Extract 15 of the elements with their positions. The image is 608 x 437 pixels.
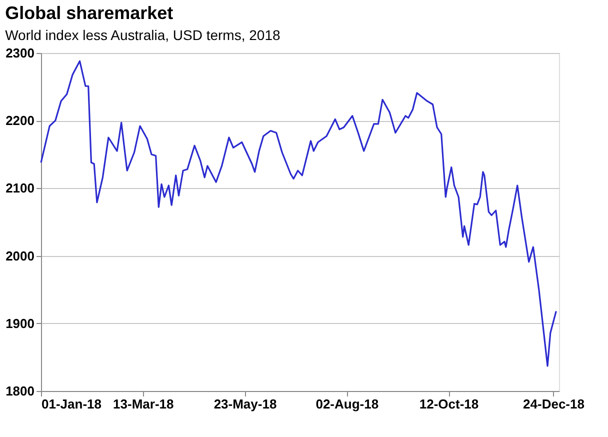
x-tick-label: 02-Aug-18 [316,396,379,412]
x-tick-label: 13-Mar-18 [113,396,174,412]
y-tick-label: 1900 [6,316,34,331]
x-tick-label: 01-Jan-18 [42,396,102,412]
y-tick-label: 2000 [6,248,34,264]
x-tick-label: 23-May-18 [214,396,277,412]
x-tick-label: 24-Dec-18 [523,396,584,412]
y-tick-label: 2300 [6,46,34,60]
chart-title: Global sharemarket [5,3,174,23]
y-tick-label: 2100 [6,180,34,196]
x-tick-label: 12-Oct-18 [419,396,479,412]
y-tick-label: 1800 [6,384,34,398]
chart-subtitle: World index less Australia, USD terms, 2018 [5,27,280,43]
y-tick-label: 2200 [6,113,34,128]
line-series [40,60,557,367]
